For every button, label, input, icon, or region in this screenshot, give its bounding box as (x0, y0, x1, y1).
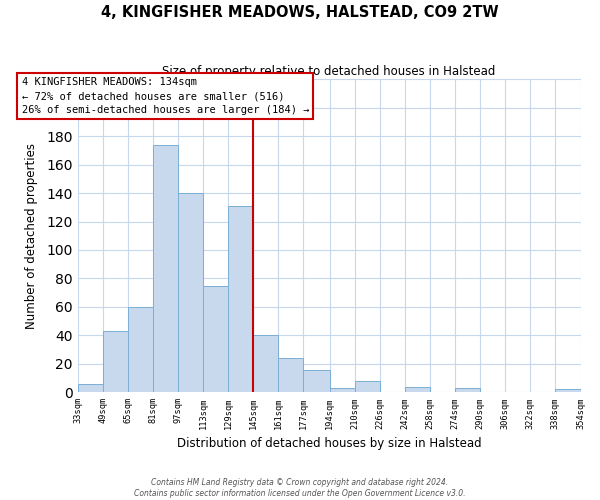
Bar (203, 286, 228, 393)
Text: 4, KINGFISHER MEADOWS, HALSTEAD, CO9 2TW: 4, KINGFISHER MEADOWS, HALSTEAD, CO9 2TW (101, 5, 499, 20)
Bar (253, 336, 278, 392)
Text: 4 KINGFISHER MEADOWS: 134sqm
← 72% of detached houses are smaller (516)
26% of s: 4 KINGFISHER MEADOWS: 134sqm ← 72% of de… (22, 77, 309, 115)
Bar (278, 358, 303, 392)
Bar (103, 331, 128, 392)
Bar (77, 384, 103, 392)
Bar (228, 206, 253, 392)
Bar (178, 193, 203, 392)
Bar (303, 370, 330, 392)
X-axis label: Distribution of detached houses by size in Halstead: Distribution of detached houses by size … (177, 437, 481, 450)
Bar (153, 144, 178, 392)
Text: Contains HM Land Registry data © Crown copyright and database right 2024.
Contai: Contains HM Land Registry data © Crown c… (134, 478, 466, 498)
Title: Size of property relative to detached houses in Halstead: Size of property relative to detached ho… (163, 65, 496, 78)
Bar (330, 388, 355, 392)
Bar (556, 390, 581, 392)
Bar (355, 381, 380, 392)
Bar (455, 388, 480, 392)
Bar (405, 386, 430, 392)
Y-axis label: Number of detached properties: Number of detached properties (25, 142, 38, 328)
Bar (128, 307, 153, 392)
